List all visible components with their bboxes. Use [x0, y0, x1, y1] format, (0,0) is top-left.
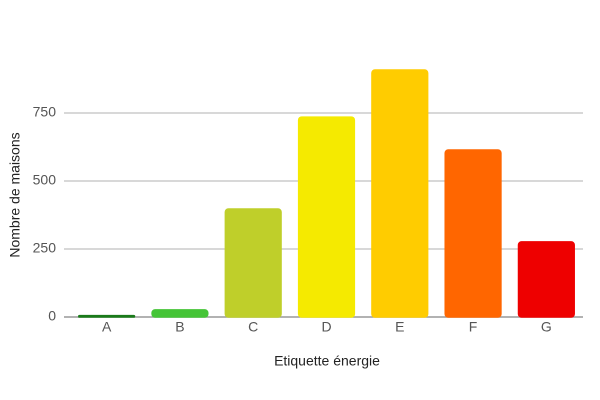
- x-tick-label: C: [248, 319, 258, 335]
- bar: [371, 69, 429, 318]
- x-tick-label: E: [395, 319, 404, 335]
- x-axis-label: Etiquette énergie: [274, 353, 380, 369]
- x-tick-label: A: [102, 319, 112, 335]
- bar: [517, 241, 575, 318]
- bar: [444, 149, 502, 318]
- x-tick-label: D: [321, 319, 331, 335]
- y-tick-label: 750: [33, 104, 57, 120]
- y-axis-label: Nombre de maisons: [7, 132, 23, 257]
- x-tick-label: G: [541, 319, 552, 335]
- bar: [151, 309, 209, 318]
- bar: [297, 116, 356, 318]
- bar: [224, 208, 282, 318]
- x-tick-label: F: [469, 319, 478, 335]
- bar: [78, 314, 136, 318]
- y-tick-label: 0: [48, 308, 56, 324]
- y-tick-label: 250: [33, 240, 57, 256]
- y-tick-label: 500: [33, 172, 57, 188]
- x-tick-label: B: [175, 319, 184, 335]
